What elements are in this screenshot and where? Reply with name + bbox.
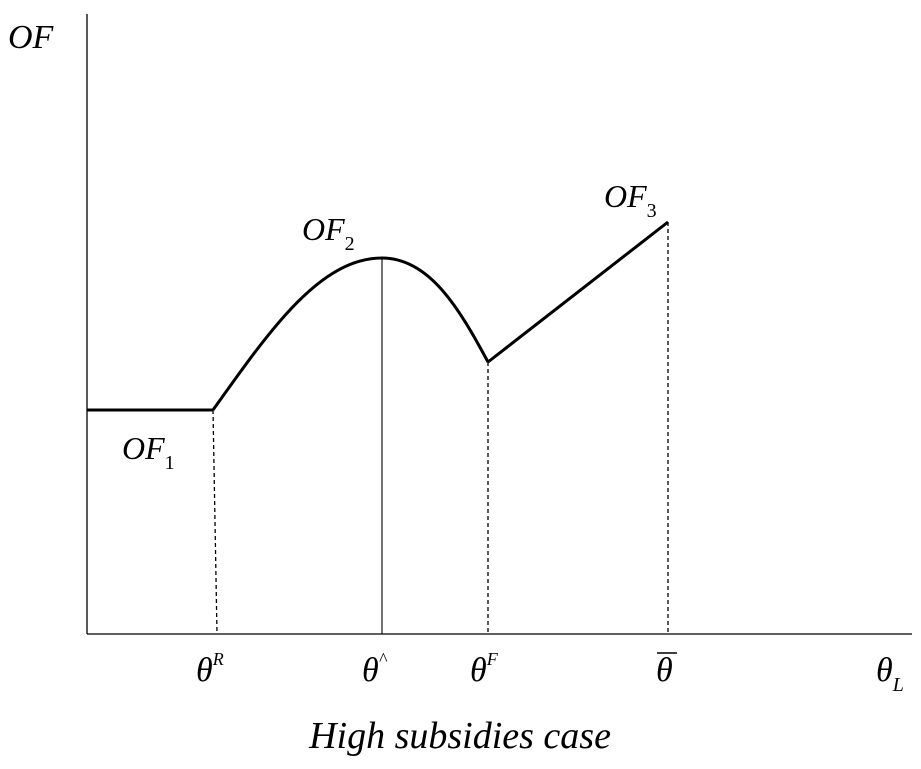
theta-r-dropline <box>212 409 218 635</box>
theta-f-label: θF <box>470 649 499 689</box>
theta-bar-label: θ <box>656 652 677 689</box>
of3-segment <box>487 220 669 364</box>
x-axis-label: θL <box>876 652 904 696</box>
theta-hat-label: θ^ <box>362 649 388 689</box>
of3-label: OF3 <box>604 178 657 222</box>
of2-curve <box>211 256 490 411</box>
of2-label: OF2 <box>302 211 355 255</box>
theta-r-label: θR <box>196 649 224 689</box>
figure-caption: High subsidies case <box>308 715 611 757</box>
y-axis-label: OF <box>8 19 55 56</box>
theta-bar-text: θ <box>656 652 673 689</box>
of1-label: OF1 <box>122 430 175 474</box>
